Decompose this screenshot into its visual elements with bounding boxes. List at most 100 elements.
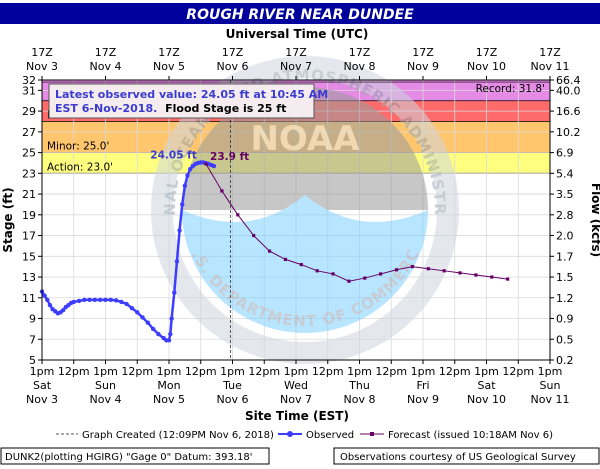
y-tick-label: 5 [29,354,36,367]
x-tick-label-date: Nov 11 [531,393,570,406]
y-tick-label: 13 [22,271,36,284]
footer-right-box [333,447,600,465]
latest-box-line1: Latest observed value: 24.05 ft at 10:45… [55,88,328,101]
x-top-tick-label-time: 17Z [285,46,307,59]
observed-point [71,299,76,305]
observed-point [180,202,185,207]
forecast-point [394,268,399,272]
y-tick-label: 31 [22,84,36,97]
x-tick-label-date: Nov 9 [407,393,439,406]
forecast-point [474,273,478,277]
x-tick-label-time: 1pm [474,365,499,378]
y2-tick-label: 1.5 [556,271,574,284]
forecast-point [267,249,272,253]
x-tick-label-time: 12pm [121,365,153,378]
x-top-tick-label-date: Nov 9 [407,60,439,73]
x-tick-label-date: Nov 3 [26,393,58,406]
forecast-start-label: 23.9 ft [210,151,249,163]
x-tick-label-date: Nov 8 [344,393,376,406]
forecast-point [299,262,303,267]
x-tick-label-date: Nov 5 [153,393,185,406]
observed-point [185,173,190,178]
observed-point [145,320,151,325]
x-top-tick-label-time: 17Z [31,46,53,59]
x-tick-label-day: Thu [348,379,370,392]
forecast-point [458,271,462,275]
x-top-tick-label-date: Nov 5 [153,60,185,73]
observed-point [45,297,50,303]
observed-point [82,297,87,303]
forecast-point [426,267,430,271]
x-top-tick-label-time: 17Z [222,46,244,59]
observed-point [124,301,129,307]
y2-tick-label: 16.6 [556,105,581,118]
legend-created-label: Graph Created (12:09PM Nov 6, 2018) [82,430,274,441]
bottom-axis-label: Site Time (EST) [245,409,349,423]
x-tick-label-day: Sun [540,379,561,392]
observed-point [92,297,98,303]
x-tick-label-day: Tue [222,379,242,392]
x-top-tick-label-date: Nov 10 [467,60,506,73]
observed-point [113,298,119,303]
legend: Graph Created (12:09PM Nov 6, 2018) Obse… [56,430,553,441]
x-tick-label-time: 12pm [248,365,280,378]
forecast-point [506,277,510,281]
x-tick-label-time: 1pm [347,365,372,378]
y-tick-label: 9 [29,313,36,326]
observed-point [129,305,135,311]
x-tick-label-date: Nov 10 [467,393,506,406]
x-tick-label-time: 12pm [58,365,90,378]
observed-point [98,297,103,303]
x-tick-label-time: 1pm [93,365,118,378]
observed-point [87,297,92,303]
observed-point [169,316,174,321]
footer-left-text: DUNK2(plotting HGIRG) "Gage 0" Datum: 39… [5,452,252,463]
observed-point [187,166,193,172]
x-tick-label-time: 12pm [312,365,344,378]
latest-box-line2: EST 6-Nov-2018. Flood Stage is 25 ft [55,102,286,115]
chart-title: ROUGH RIVER NEAR DUNDEE [186,7,414,23]
y2-tick-label: 6.9 [556,147,574,160]
observed-point [103,297,108,303]
band-label-minor: Minor: 25.0' [47,141,109,153]
y2-tick-label: 66.4 [556,74,581,87]
observed-point [172,290,177,295]
x-tick-label-date: Nov 7 [280,393,312,406]
x-tick-label-time: 1pm [411,365,436,378]
x-tick-label-day: Mon [157,379,180,392]
observed-point [150,326,156,332]
y2-tick-label: 2.0 [556,230,574,243]
latest-box-date: EST 6-Nov-2018. [55,102,157,115]
observed-point [108,297,113,303]
forecast-point [410,265,415,269]
y2-tick-label: 0.9 [556,313,574,326]
x-tick-label-time: 1pm [538,365,563,378]
latest-observed-box: Latest observed value: 24.05 ft at 10:45… [48,83,328,119]
y2-tick-label: 2.8 [556,209,574,222]
x-top-tick-label-time: 17Z [158,46,180,59]
x-top-tick-label-date: Nov 11 [531,60,570,73]
y-tick-label: 23 [22,167,36,180]
x-top-tick-label-date: Nov 7 [280,60,312,73]
x-tick-label-time: 1pm [220,365,245,378]
observed-peak-label: 24.05 ft [150,149,196,161]
observed-point [174,259,180,264]
x-tick-label-day: Sat [477,379,496,392]
x-tick-label-time: 1pm [30,365,55,378]
observed-point [211,163,217,169]
seal-water [182,195,428,333]
x-top-tick-label-date: Nov 8 [344,60,376,73]
x-top-tick-label-date: Nov 4 [90,60,122,73]
y-tick-label: 27 [22,126,36,139]
y-tick-label: 11 [22,292,36,305]
observed-point [177,228,182,233]
top-axis-label: Universal Time (UTC) [226,27,369,41]
x-top-tick-label-time: 17Z [95,46,117,59]
observed-point [135,310,140,315]
peak-labels: 24.05 ft 23.9 ft [150,149,249,163]
legend-forecast-marker [370,432,374,436]
legend-observed-dot [287,431,293,437]
x-tick-label-day: Wed [284,379,308,392]
